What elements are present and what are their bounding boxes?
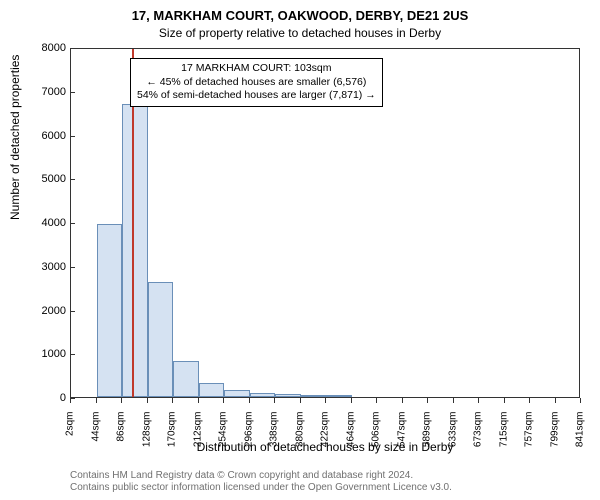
x-tick-label: 547sqm xyxy=(396,412,407,452)
x-tick-label: 422sqm xyxy=(320,412,331,452)
x-tick-label: 128sqm xyxy=(141,412,152,452)
y-tick-label: 3000 xyxy=(6,261,66,273)
x-tick xyxy=(172,398,173,403)
x-tick xyxy=(478,398,479,403)
x-tick xyxy=(70,398,71,403)
x-tick xyxy=(198,398,199,403)
y-tick-label: 1000 xyxy=(6,348,66,360)
x-tick-label: 338sqm xyxy=(269,412,280,452)
y-tick-label: 4000 xyxy=(6,217,66,229)
histogram-bar xyxy=(326,395,352,397)
y-tick xyxy=(70,179,75,180)
y-tick-label: 0 xyxy=(6,392,66,404)
y-tick-label: 8000 xyxy=(6,42,66,54)
y-tick-label: 7000 xyxy=(6,86,66,98)
x-tick-label: 506sqm xyxy=(371,412,382,452)
chart-title-main: 17, MARKHAM COURT, OAKWOOD, DERBY, DE21 … xyxy=(0,8,600,23)
y-tick-label: 5000 xyxy=(6,173,66,185)
x-tick-label: 757sqm xyxy=(524,412,535,452)
annotation-line-3: 54% of semi-detached houses are larger (… xyxy=(137,89,376,103)
histogram-bar xyxy=(173,361,199,397)
histogram-bar xyxy=(148,282,174,397)
x-tick xyxy=(325,398,326,403)
y-tick xyxy=(70,223,75,224)
x-tick-label: 464sqm xyxy=(345,412,356,452)
y-tick xyxy=(70,354,75,355)
x-tick-label: 715sqm xyxy=(498,412,509,452)
histogram-bar xyxy=(122,104,148,397)
x-tick xyxy=(453,398,454,403)
x-tick xyxy=(529,398,530,403)
x-tick-label: 212sqm xyxy=(192,412,203,452)
footer-line-1: Contains HM Land Registry data © Crown c… xyxy=(70,470,580,482)
annotation-line-2: ← 45% of detached houses are smaller (6,… xyxy=(137,76,376,90)
histogram-bar xyxy=(224,390,250,397)
annotation-line-1: 17 MARKHAM COURT: 103sqm xyxy=(137,62,376,76)
histogram-bar xyxy=(301,395,327,397)
x-tick-label: 44sqm xyxy=(90,412,101,452)
x-tick-label: 799sqm xyxy=(549,412,560,452)
annotation-box: 17 MARKHAM COURT: 103sqm ← 45% of detach… xyxy=(130,58,383,107)
y-tick xyxy=(70,92,75,93)
x-tick xyxy=(351,398,352,403)
y-tick xyxy=(70,136,75,137)
x-tick-label: 633sqm xyxy=(447,412,458,452)
histogram-bar xyxy=(199,383,225,397)
x-tick xyxy=(555,398,556,403)
x-tick-label: 2sqm xyxy=(65,412,76,452)
y-tick-label: 6000 xyxy=(6,130,66,142)
histogram-bar xyxy=(97,224,123,397)
y-tick xyxy=(70,48,75,49)
y-tick xyxy=(70,267,75,268)
x-tick-label: 296sqm xyxy=(243,412,254,452)
x-tick xyxy=(427,398,428,403)
x-tick xyxy=(147,398,148,403)
x-tick-label: 170sqm xyxy=(167,412,178,452)
footer-attribution: Contains HM Land Registry data © Crown c… xyxy=(70,470,580,494)
x-tick-label: 841sqm xyxy=(575,412,586,452)
x-tick xyxy=(580,398,581,403)
footer-line-2: Contains public sector information licen… xyxy=(70,482,580,494)
x-tick xyxy=(376,398,377,403)
chart-title-sub: Size of property relative to detached ho… xyxy=(0,26,600,40)
x-tick-label: 86sqm xyxy=(116,412,127,452)
x-tick xyxy=(402,398,403,403)
x-tick xyxy=(504,398,505,403)
x-tick-label: 380sqm xyxy=(294,412,305,452)
histogram-bar xyxy=(250,393,276,397)
y-tick-label: 2000 xyxy=(6,305,66,317)
y-tick xyxy=(70,311,75,312)
x-tick-label: 589sqm xyxy=(422,412,433,452)
x-tick-label: 254sqm xyxy=(218,412,229,452)
x-tick xyxy=(300,398,301,403)
chart-container: 17, MARKHAM COURT, OAKWOOD, DERBY, DE21 … xyxy=(0,0,600,500)
x-tick xyxy=(223,398,224,403)
x-tick xyxy=(274,398,275,403)
x-tick xyxy=(96,398,97,403)
x-tick-label: 673sqm xyxy=(473,412,484,452)
x-tick xyxy=(249,398,250,403)
histogram-bar xyxy=(275,394,301,397)
x-tick xyxy=(121,398,122,403)
